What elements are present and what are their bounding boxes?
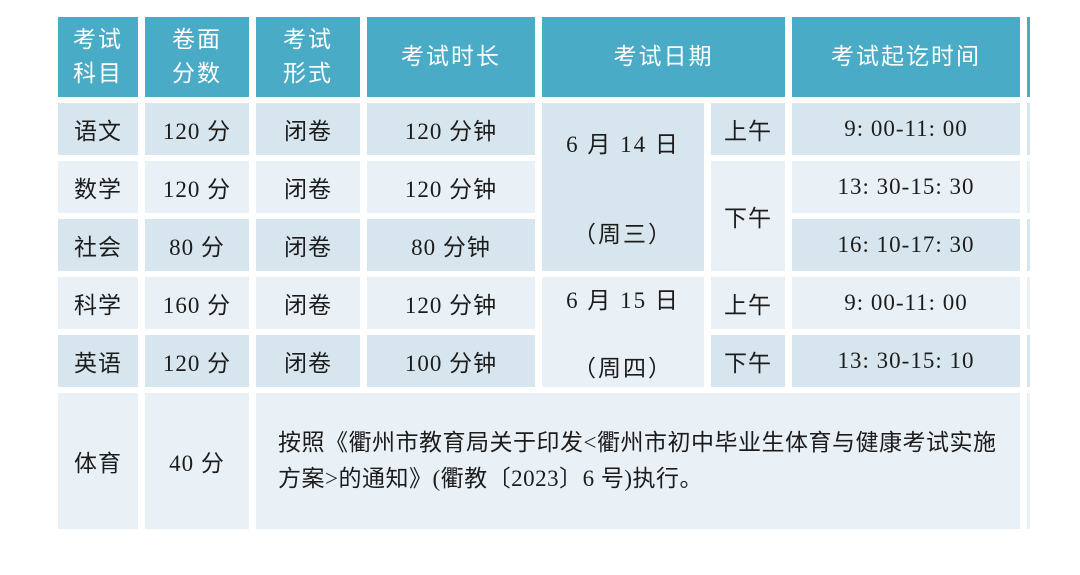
duration-cell: 120 分钟 [367, 161, 535, 213]
time-cell: 9: 00-11: 00 [792, 103, 1020, 155]
table-right-edge [1027, 277, 1030, 329]
date-line: 6 月 15 日 [566, 288, 680, 313]
period-cell: 下午 [711, 161, 785, 271]
subject-header: 考试 科目 [58, 17, 138, 97]
date-cell-june14: 6 月 14 日 （周三） [542, 103, 704, 271]
pe-note-cell: 按照《衢州市教育局关于印发<衢州市初中毕业生体育与健康考试实施方案>的通知》(衢… [256, 393, 1020, 529]
score-cell: 120 分 [145, 335, 249, 387]
row-science: 科学 160 分 闭卷 120 分钟 6 月 15 日 （周四） 上午 9: 0… [58, 277, 1030, 387]
score-cell: 40 分 [145, 393, 249, 529]
table-right-edge [1027, 161, 1030, 213]
duration-cell: 120 分钟 [367, 277, 535, 329]
row-social: 社会 80 分 闭卷 80 分钟 16: 10-17: 30 [58, 219, 1030, 271]
date-cell-june15: 6 月 15 日 （周四） [542, 277, 704, 387]
header-row: 考试 科目 卷面 分数 考试 形式 考试时长 考试日期 考试起讫时间 [58, 17, 1030, 97]
period-cell: 下午 [711, 335, 785, 387]
time-cell: 13: 30-15: 10 [792, 335, 1020, 387]
table-right-edge [1027, 335, 1030, 387]
score-header: 卷面 分数 [145, 17, 249, 97]
format-header: 考试 形式 [256, 17, 360, 97]
row-chinese: 语文 120 分 闭卷 120 分钟 6 月 14 日 （周三） 上午 9: 0… [58, 103, 1030, 271]
subject-cell: 英语 [58, 335, 138, 387]
weekday-line: （周四） [573, 356, 673, 381]
date-header: 考试日期 [542, 17, 785, 97]
subject-cell: 数学 [58, 161, 138, 213]
row-english: 英语 120 分 闭卷 100 分钟 下午 13: 30-15: 10 [58, 335, 1030, 387]
subject-cell: 科学 [58, 277, 138, 329]
duration-cell: 120 分钟 [367, 103, 535, 155]
time-cell: 9: 00-11: 00 [792, 277, 1020, 329]
row-math: 数学 120 分 闭卷 120 分钟 下午 13: 30-15: 30 [58, 161, 1030, 271]
format-cell: 闭卷 [256, 161, 360, 213]
subject-cell: 体育 [58, 393, 138, 529]
time-header: 考试起讫时间 [792, 17, 1020, 97]
score-cell: 80 分 [145, 219, 249, 271]
format-cell: 闭卷 [256, 335, 360, 387]
period-cell: 上午 [711, 103, 785, 155]
table-right-edge [1027, 219, 1030, 271]
time-cell: 16: 10-17: 30 [792, 219, 1020, 271]
score-cell: 120 分 [145, 103, 249, 155]
score-cell: 120 分 [145, 161, 249, 213]
weekday-line: （周三） [573, 222, 673, 247]
duration-header: 考试时长 [367, 17, 535, 97]
duration-cell: 80 分钟 [367, 219, 535, 271]
score-cell: 160 分 [145, 277, 249, 329]
row-pe: 体育 40 分 按照《衢州市教育局关于印发<衢州市初中毕业生体育与健康考试实施方… [58, 393, 1030, 529]
table-right-edge [1027, 17, 1030, 97]
format-cell: 闭卷 [256, 277, 360, 329]
duration-cell: 100 分钟 [367, 335, 535, 387]
table-right-edge [1027, 103, 1030, 155]
subject-cell: 社会 [58, 219, 138, 271]
exam-schedule-table: 考试 科目 卷面 分数 考试 形式 考试时长 考试日期 考试起讫时间 语文 12… [51, 11, 1037, 535]
time-cell: 13: 30-15: 30 [792, 161, 1020, 213]
format-cell: 闭卷 [256, 219, 360, 271]
subject-cell: 语文 [58, 103, 138, 155]
table-right-edge [1027, 393, 1030, 529]
date-line: 6 月 14 日 [566, 132, 680, 157]
period-cell: 上午 [711, 277, 785, 329]
format-cell: 闭卷 [256, 103, 360, 155]
